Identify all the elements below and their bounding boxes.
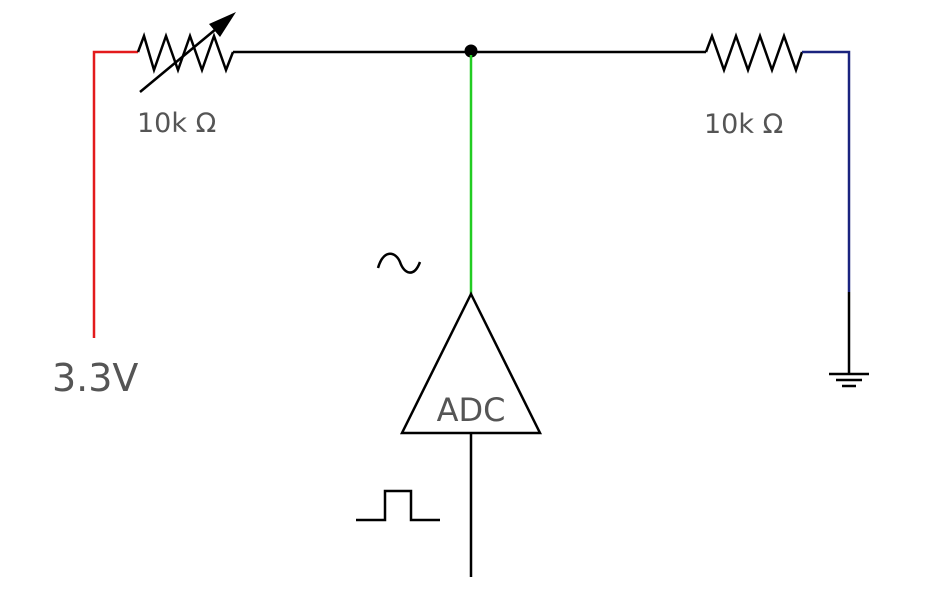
- sine-wave-icon: [376, 252, 422, 274]
- variable-resistor: [136, 32, 235, 75]
- ground-wire: [802, 50, 851, 292]
- ground-icon: [829, 372, 869, 388]
- fixed-resistor: [704, 32, 804, 74]
- junction-dot: [464, 44, 478, 58]
- adc-label: ADC: [437, 391, 506, 429]
- fixed-resistor-value-label: 10k Ω: [704, 109, 783, 140]
- variable-resistor-arrow-shaft: [139, 23, 223, 93]
- supply-wire: [92, 50, 138, 338]
- supply-voltage-label: 3.3V: [52, 356, 138, 400]
- variable-resistor-arrow-head: [209, 12, 236, 37]
- variable-resistor-value-label: 10k Ω: [137, 108, 216, 139]
- square-pulse-icon: [356, 489, 440, 522]
